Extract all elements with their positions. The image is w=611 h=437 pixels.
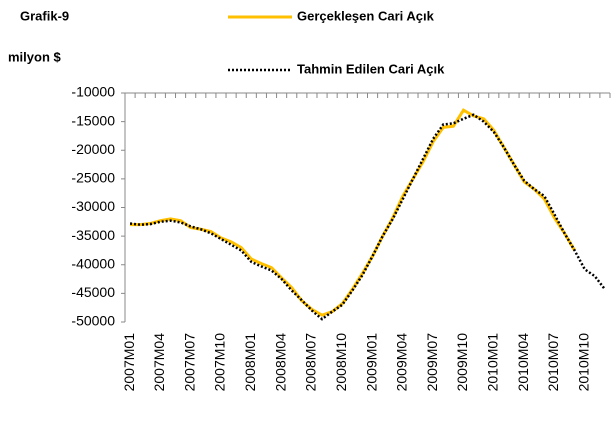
x-tick-label: 2009M07: [424, 333, 440, 392]
x-tick-label: 2008M04: [272, 333, 288, 392]
y-tick-label: -30000: [71, 198, 115, 214]
x-tick-label: 2007M04: [151, 333, 167, 392]
series-line: [130, 108, 576, 317]
y-tick-label: -45000: [71, 284, 115, 300]
x-tick-label: 2010M10: [575, 333, 591, 392]
y-tick-label: -15000: [71, 112, 115, 128]
x-tick-label: 2007M07: [181, 333, 197, 392]
chart-title: Grafik-9: [20, 8, 69, 23]
legend-label: Tahmin Edilen Cari Açık: [297, 61, 445, 76]
x-tick-label: 2009M01: [363, 333, 379, 392]
legend-label: Gerçekleşen Cari Açık: [297, 8, 435, 23]
y-tick-label: -50000: [71, 313, 115, 329]
y-tick-label: -25000: [71, 170, 115, 186]
x-tick-label: 2009M04: [394, 333, 410, 392]
y-tick-label: -40000: [71, 255, 115, 271]
x-tick-label: 2008M10: [333, 333, 349, 392]
x-tick-label: 2007M10: [212, 333, 228, 392]
y-tick-label: -10000: [71, 84, 115, 100]
x-tick-label: 2010M07: [545, 333, 561, 392]
series-line: [129, 113, 606, 321]
y-tick-label: -35000: [71, 227, 115, 243]
x-tick-label: 2007M01: [121, 333, 137, 392]
y-axis-label: milyon $: [8, 49, 62, 64]
x-tick-label: 2008M07: [303, 333, 319, 392]
x-tick-label: 2008M01: [242, 333, 258, 392]
x-tick-label: 2009M10: [454, 333, 470, 392]
x-tick-label: 2010M04: [515, 333, 531, 392]
x-tick-label: 2010M01: [485, 333, 501, 392]
y-tick-label: -20000: [71, 141, 115, 157]
